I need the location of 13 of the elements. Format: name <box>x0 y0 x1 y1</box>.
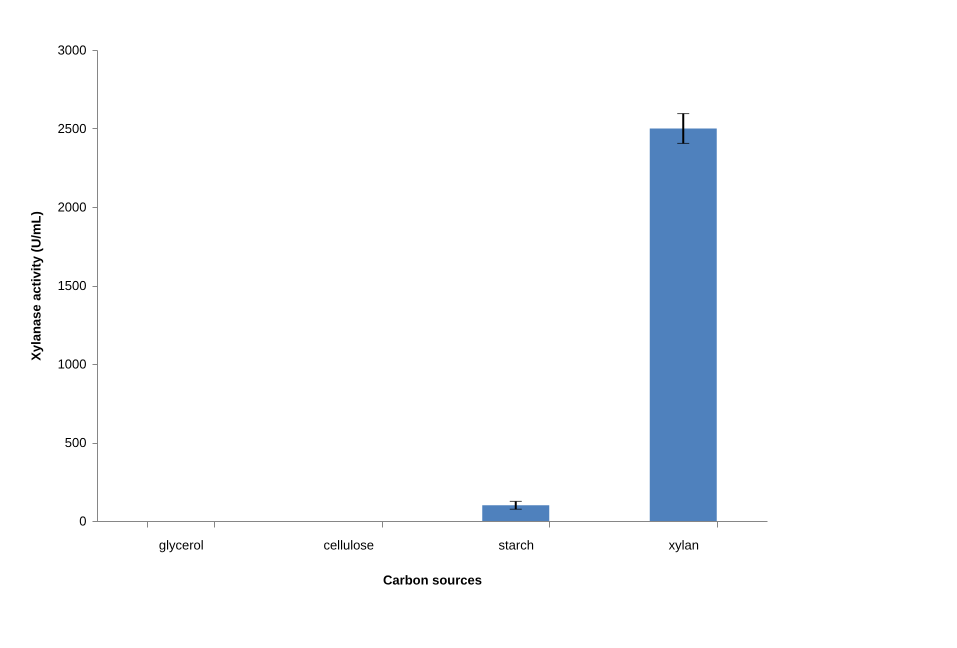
x-tick-label: starch <box>498 538 534 552</box>
x-tick-label: glycerol <box>158 538 204 552</box>
y-tick-label: 2000 <box>58 200 86 214</box>
y-tick-label: 1000 <box>58 356 86 372</box>
y-tick-label: 500 <box>64 435 86 450</box>
y-axis-title: Xylanase activity (U/mL) <box>28 211 44 361</box>
y-tick-label: 1500 <box>58 278 86 293</box>
y-tick-label: 0 <box>79 514 86 528</box>
x-tick-label: xylan <box>668 538 699 552</box>
y-tick-label: 2500 <box>58 121 86 136</box>
y-tick-label: 3000 <box>58 42 86 58</box>
x-tick-label: cellulose <box>323 538 374 552</box>
x-axis-title: Carbon sources <box>383 572 482 588</box>
